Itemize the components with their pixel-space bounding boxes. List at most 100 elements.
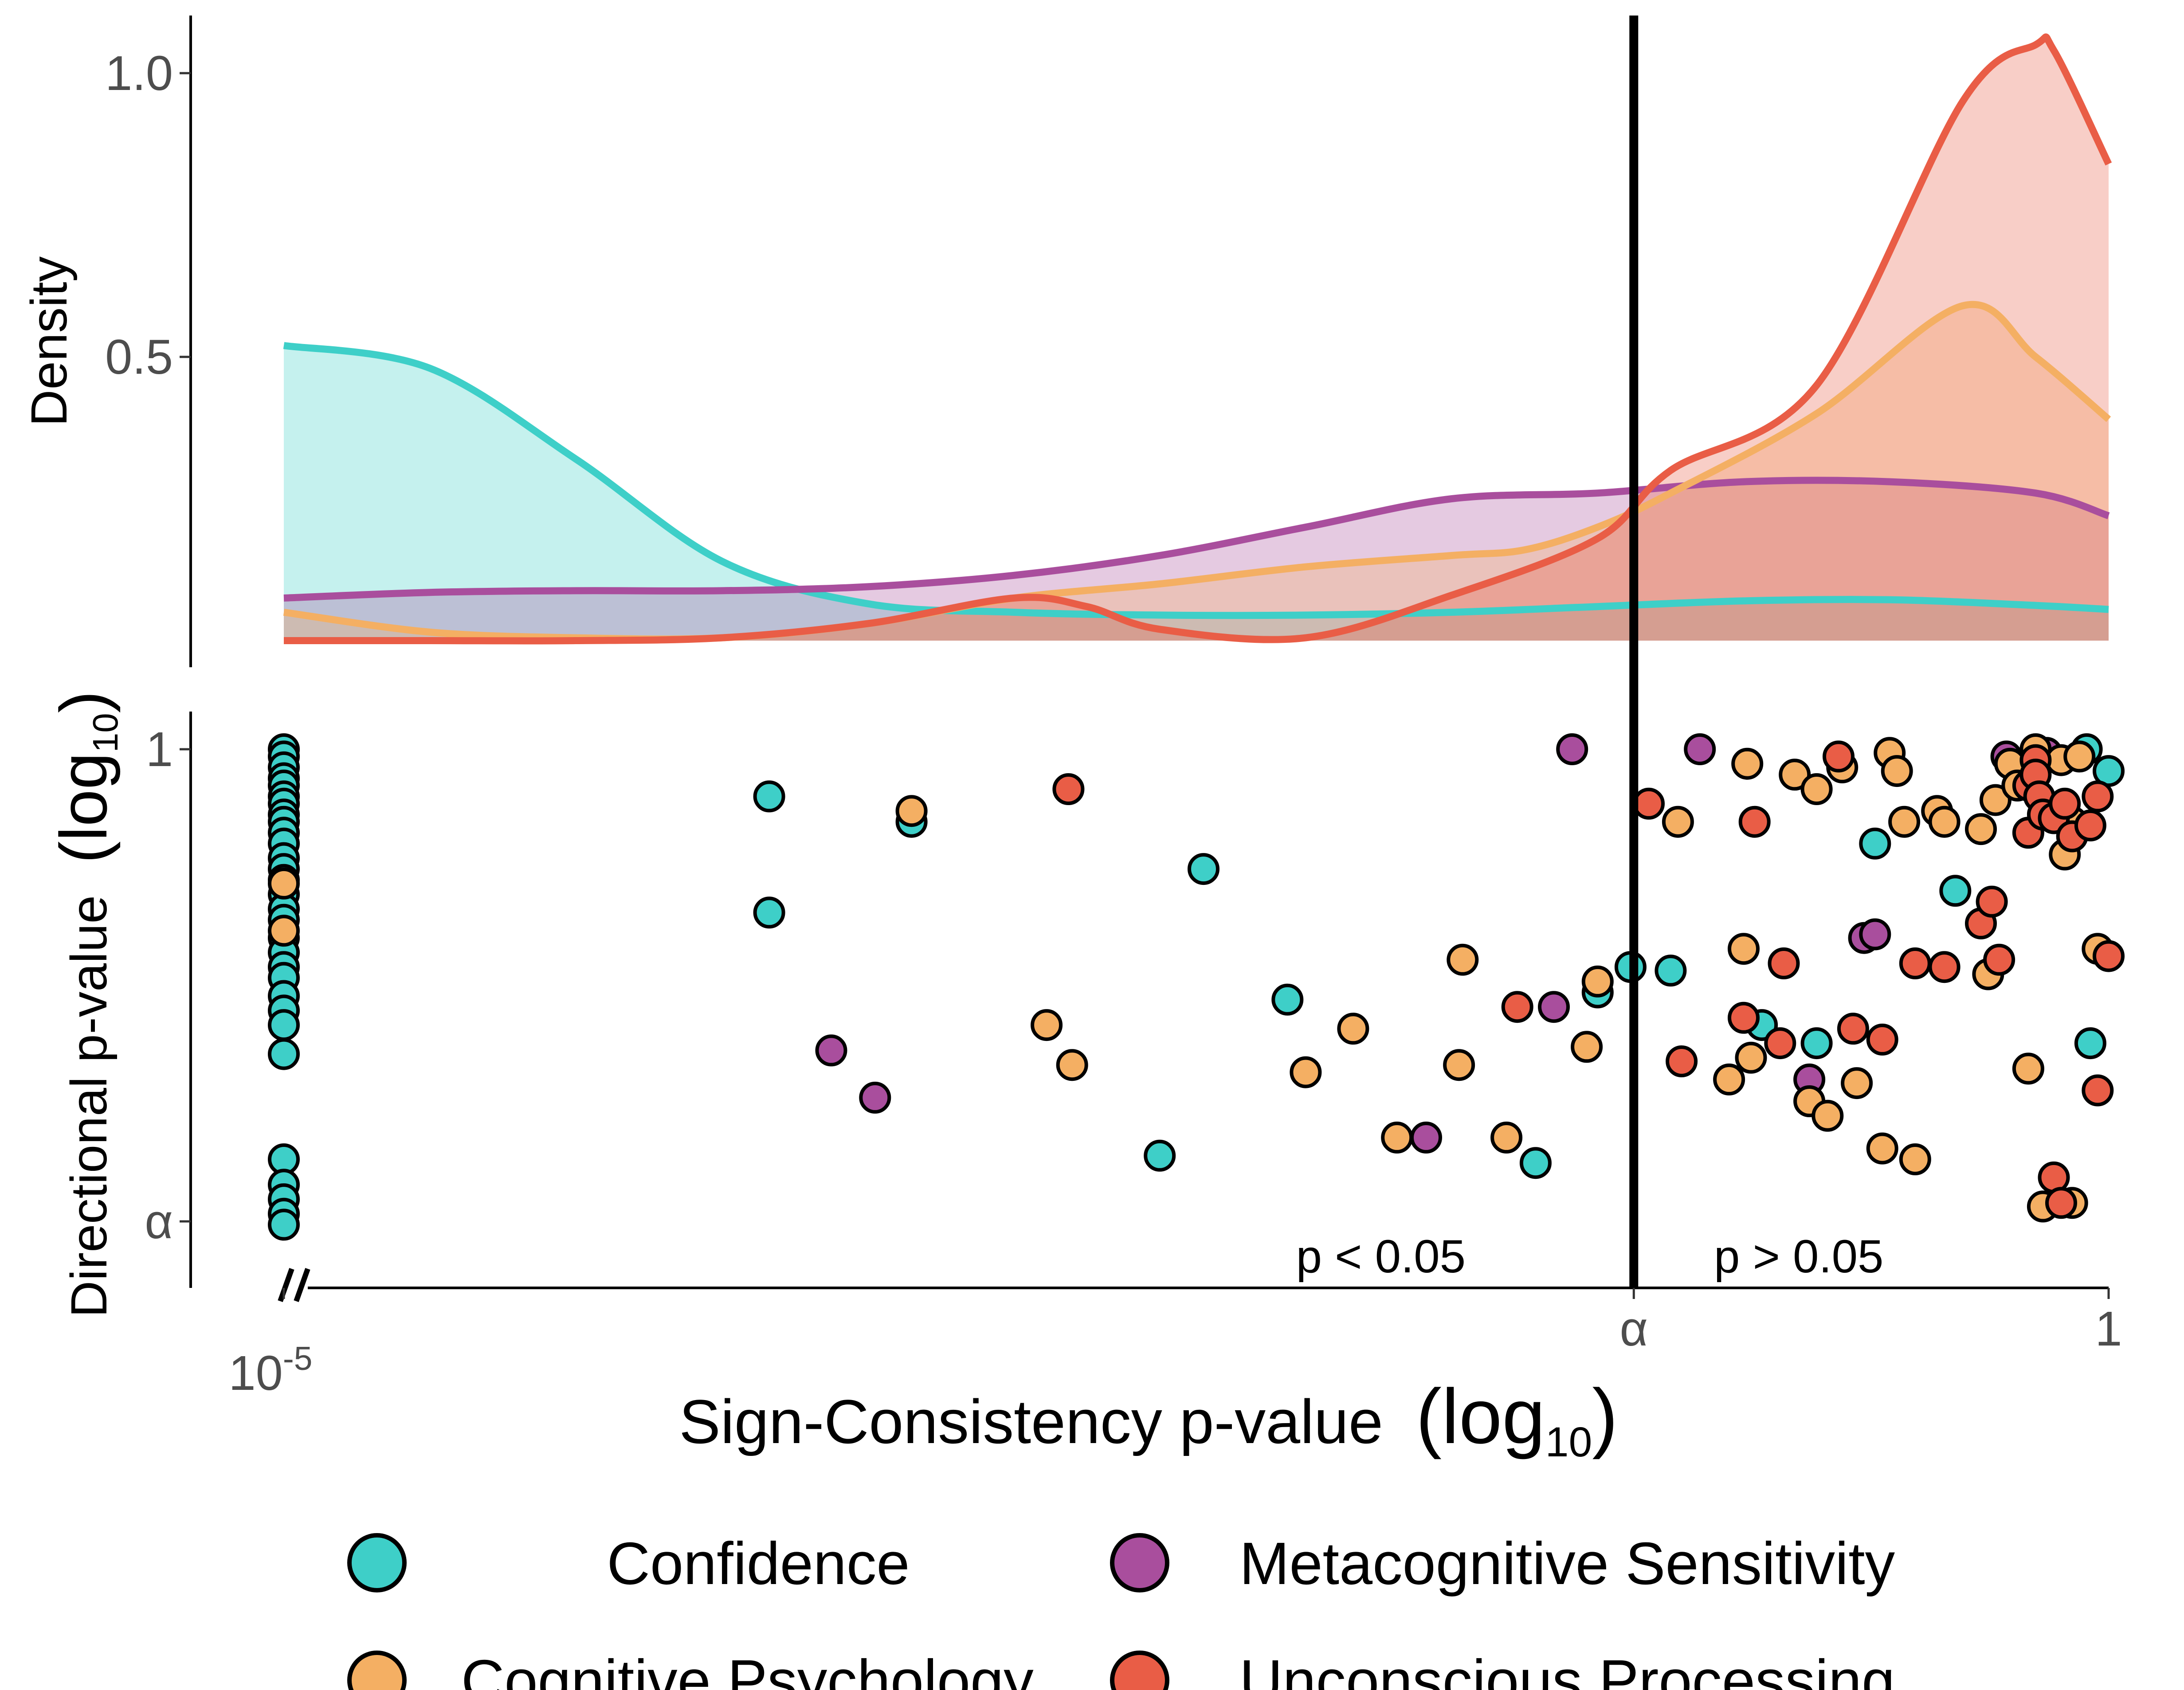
annotation-p-greater: p > 0.05	[1714, 1231, 1883, 1283]
point-metacognitive-sensitivity	[859, 1081, 891, 1114]
point-confidence	[268, 1209, 300, 1241]
point-cognitive-psychology	[1841, 1067, 1873, 1099]
legend-label: Confidence	[607, 1530, 910, 1597]
legend-item-confidence: Confidence	[347, 1530, 910, 1597]
point-cognitive-psychology	[1443, 1049, 1475, 1081]
point-metacognitive-sensitivity	[1859, 918, 1891, 951]
point-confidence	[1939, 875, 1972, 907]
legend-swatch	[347, 1651, 407, 1690]
point-unconscious-processing	[2082, 780, 2114, 813]
point-cognitive-psychology	[1490, 1121, 1523, 1154]
point-confidence	[2074, 1027, 2106, 1060]
point-cognitive-psychology	[1031, 1009, 1063, 1041]
point-unconscious-processing	[1866, 1023, 1898, 1056]
x-tick-label: 10-5	[228, 1340, 312, 1401]
point-unconscious-processing	[1899, 947, 1931, 979]
point-unconscious-processing	[2045, 1187, 2077, 1219]
legend-label: Unconscious Processing	[1239, 1647, 1895, 1690]
density-area-metacognitive-sensitivity	[284, 480, 2109, 641]
point-unconscious-processing	[2082, 1074, 2114, 1107]
x-ticks: 10-5 α 1	[228, 1288, 2122, 1401]
density-panel: 0.5 1.0 Density	[21, 16, 2112, 667]
point-cognitive-psychology	[1965, 813, 1997, 845]
point-unconscious-processing	[1768, 947, 1800, 979]
point-unconscious-processing	[2093, 940, 2125, 972]
point-cognitive-psychology	[1928, 806, 1961, 838]
density-area-confidence	[284, 345, 2109, 641]
point-cognitive-psychology	[1056, 1049, 1088, 1081]
point-cognitive-psychology	[1812, 1099, 1844, 1132]
point-metacognitive-sensitivity	[815, 1034, 847, 1067]
point-cognitive-psychology	[1800, 773, 1833, 805]
point-unconscious-processing	[1738, 806, 1771, 838]
point-unconscious-processing	[2049, 787, 2081, 820]
point-cognitive-psychology	[1571, 1031, 1603, 1063]
scatter-y-tick-label: 1	[146, 722, 173, 777]
point-unconscious-processing	[1928, 951, 1961, 983]
point-confidence	[268, 1038, 300, 1070]
density-curve-unconscious-processing	[284, 33, 2112, 645]
point-confidence	[753, 896, 785, 929]
legend-swatch	[347, 1533, 407, 1592]
scatter-panel: 1α 10-5α 1 p < 0.05 p > 0.05 Directional …	[46, 691, 2125, 1401]
axis-break-marker	[278, 1268, 330, 1303]
point-cognitive-psychology	[2063, 740, 2096, 773]
point-confidence	[1800, 1027, 1833, 1060]
density-y-tick-label: 1.0	[105, 46, 173, 101]
point-confidence	[268, 1009, 300, 1041]
scatter-y-ticks: 1α	[145, 722, 191, 1249]
legend-label: Metacognitive Sensitivity	[1239, 1530, 1895, 1597]
point-unconscious-processing	[1633, 787, 1665, 820]
point-confidence	[753, 780, 785, 813]
point-confidence	[1144, 1139, 1176, 1172]
point-cognitive-psychology	[1728, 933, 1760, 965]
point-cognitive-psychology	[1381, 1121, 1413, 1154]
density-curve-metacognitive-sensitivity	[283, 477, 2110, 602]
legend-swatch	[1110, 1533, 1169, 1592]
legend-label: Cognitive Psychology	[461, 1647, 1034, 1690]
point-unconscious-processing	[1837, 1013, 1869, 1045]
point-unconscious-processing	[1976, 885, 2008, 918]
point-cognitive-psychology	[1447, 943, 1479, 976]
density-lines	[283, 33, 2112, 645]
density-area-cognitive-psychology	[284, 304, 2109, 641]
point-cognitive-psychology	[1866, 1132, 1898, 1165]
legend-swatch	[1110, 1651, 1169, 1690]
scatter-y-axis-title: Directional p-value (log10)	[46, 691, 125, 1317]
point-cognitive-psychology	[1290, 1056, 1322, 1088]
point-unconscious-processing	[1823, 740, 1855, 773]
x-tick-label: 1	[2095, 1302, 2122, 1356]
point-metacognitive-sensitivity	[1538, 991, 1570, 1023]
point-unconscious-processing	[2074, 809, 2106, 841]
x-axis-title: Sign-Consistency p-value (log10)	[679, 1373, 1618, 1466]
point-metacognitive-sensitivity	[1556, 733, 1588, 765]
density-y-ticks: 0.5 1.0	[105, 46, 191, 384]
legend-item-unconscious-processing: Unconscious Processing	[1110, 1647, 1895, 1690]
point-cognitive-psychology	[1735, 1041, 1767, 1074]
point-cognitive-psychology	[1662, 806, 1694, 838]
point-cognitive-psychology	[1731, 747, 1764, 780]
point-confidence	[1859, 827, 1891, 860]
point-cognitive-psychology	[1713, 1063, 1745, 1095]
point-cognitive-psychology	[1581, 965, 1614, 998]
point-confidence	[1271, 983, 1304, 1016]
density-curve-confidence	[283, 342, 2109, 619]
scatter-points	[268, 733, 2125, 1241]
legend-item-cognitive-psychology: Cognitive Psychology	[347, 1647, 1034, 1690]
point-metacognitive-sensitivity	[1684, 733, 1716, 765]
x-tick-label: α	[1619, 1302, 1648, 1356]
point-unconscious-processing	[1052, 773, 1085, 805]
point-confidence	[1519, 1147, 1552, 1179]
annotation-p-less: p < 0.05	[1296, 1231, 1466, 1283]
point-unconscious-processing	[1983, 943, 2015, 976]
point-confidence	[1655, 955, 1687, 987]
legend-item-metacognitive-sensitivity: Metacognitive Sensitivity	[1110, 1530, 1895, 1597]
legend: Confidence Metacognitive Sensitivity Cogni…	[347, 1530, 1895, 1690]
point-metacognitive-sensitivity	[1410, 1121, 1442, 1154]
point-unconscious-processing	[1666, 1045, 1698, 1077]
scatter-y-tick-label: α	[145, 1194, 173, 1249]
point-cognitive-psychology	[1779, 759, 1811, 791]
density-y-axis-title: Density	[21, 256, 78, 426]
point-cognitive-psychology	[895, 795, 928, 827]
